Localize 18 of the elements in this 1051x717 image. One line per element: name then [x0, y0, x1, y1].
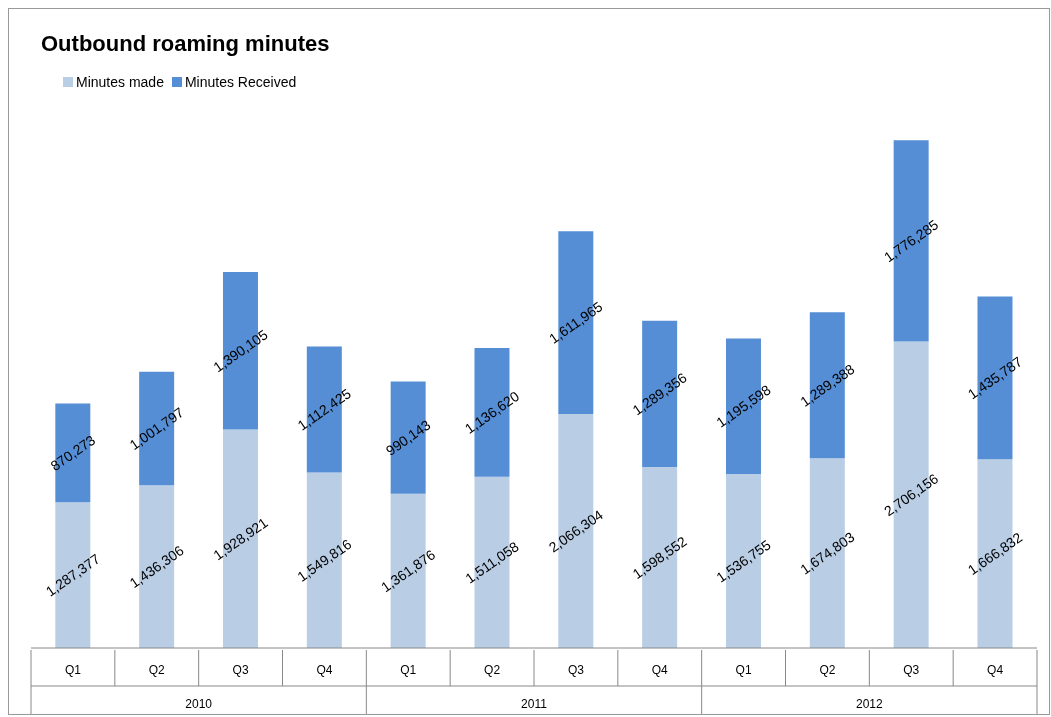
- x-tick-label: Q3: [232, 663, 249, 677]
- x-tick-label: Q3: [903, 663, 920, 677]
- chart-title: Outbound roaming minutes: [41, 31, 330, 57]
- x-tick-label: Q4: [651, 663, 669, 677]
- x-tick-label: Q4: [987, 663, 1004, 677]
- text: 2010: [185, 697, 213, 711]
- legend-label: Minutes Received: [183, 74, 297, 90]
- x-tick-label: Q3: [567, 663, 585, 677]
- legend-label: Minutes made: [75, 74, 164, 90]
- x-tick-label: Q2: [819, 663, 836, 677]
- x-tick-label: Q2: [484, 663, 501, 677]
- x-tick-label: Q2: [148, 663, 166, 677]
- x-tick-label: Q1: [735, 663, 752, 677]
- text: 2011: [521, 697, 548, 711]
- text: 2012: [855, 697, 883, 711]
- x-tick-label: Q1: [400, 663, 417, 677]
- x-tick-label: Q4: [316, 663, 333, 677]
- x-tick-label: Q1: [64, 663, 82, 677]
